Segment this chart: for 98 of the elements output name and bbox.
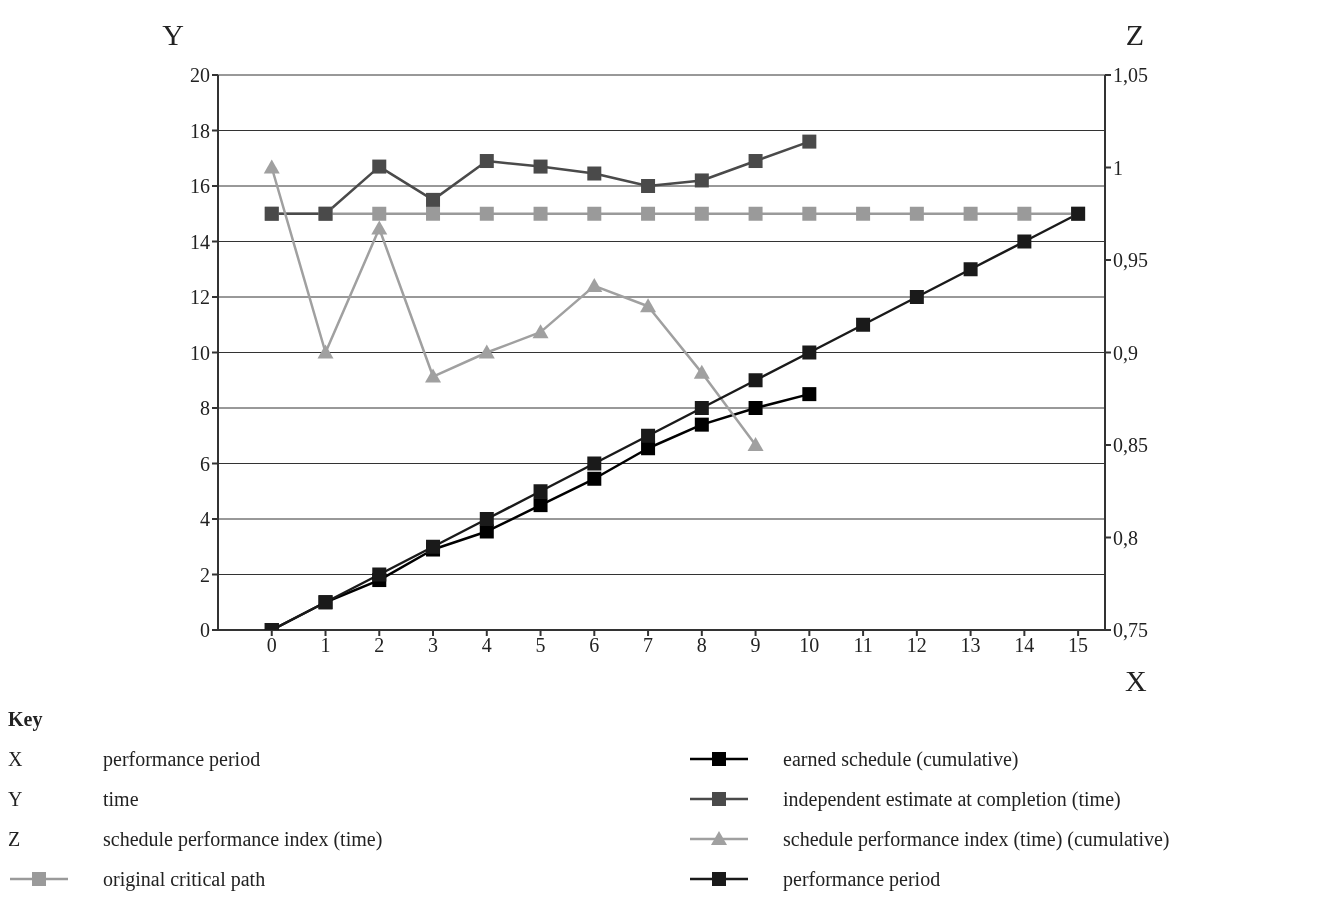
- point: [372, 206, 387, 221]
- y2-axis-title: Z: [1125, 18, 1145, 51]
- point: [263, 159, 280, 174]
- y2-tick-label: 0,95: [1113, 249, 1148, 272]
- point: [694, 206, 709, 221]
- y2-tick-label: 0,9: [1113, 341, 1138, 364]
- point: [963, 262, 978, 277]
- x-axis-title: X: [1125, 663, 1147, 697]
- y2-tick-label: 1: [1113, 156, 1123, 179]
- y-tick-label: 18: [190, 119, 210, 142]
- point: [533, 159, 548, 174]
- point: [802, 134, 817, 149]
- x-tick-label: 14: [1014, 634, 1035, 657]
- point: [426, 192, 441, 207]
- legend-label: schedule performance index (time) (cumulative): [783, 827, 1170, 851]
- point: [1017, 206, 1032, 221]
- text: time: [103, 787, 139, 811]
- text: Z: [8, 827, 21, 850]
- y-tick-label: 16: [190, 175, 210, 198]
- point: [909, 206, 924, 221]
- point: [641, 206, 656, 221]
- y-tick-label: 12: [190, 286, 210, 309]
- y2-tick-label: 0,85: [1113, 434, 1148, 457]
- point: [425, 368, 442, 383]
- point: [694, 401, 709, 415]
- point: [856, 317, 871, 332]
- point: [963, 206, 978, 221]
- y-tick-label: 10: [190, 341, 210, 364]
- point: [802, 345, 817, 360]
- point: [371, 220, 388, 235]
- point: [533, 498, 548, 513]
- legend-label: performance period: [783, 867, 941, 891]
- legend-label: earned schedule (cumulative): [783, 747, 1019, 771]
- text: X: [8, 747, 23, 770]
- point: [909, 290, 924, 304]
- text: Y: [8, 787, 23, 810]
- point: [532, 324, 549, 339]
- legend-label: original critical path: [103, 867, 266, 891]
- point: [747, 437, 764, 451]
- x-tick-label: 9: [750, 634, 761, 657]
- point: [479, 206, 494, 221]
- x-tick-label: 10: [799, 634, 820, 657]
- point: [802, 206, 817, 221]
- point: [694, 173, 709, 188]
- point: [1017, 234, 1032, 249]
- x-tick-label: 12: [906, 634, 927, 657]
- point: [533, 484, 548, 499]
- y-tick-label: 4: [200, 508, 210, 531]
- point: [479, 154, 494, 169]
- point: [478, 344, 495, 359]
- y2-tick-label: 0,8: [1113, 526, 1138, 549]
- point: [586, 277, 603, 292]
- x-tick-label: 6: [589, 634, 600, 657]
- x-tick-label: 3: [428, 634, 439, 657]
- y-tick-label: 8: [200, 397, 210, 420]
- x-tick-label: 13: [960, 634, 981, 657]
- point: [748, 401, 763, 415]
- point: [748, 373, 763, 388]
- x-tick-label: 5: [535, 634, 546, 657]
- x-tick-label: 8: [696, 634, 707, 657]
- point: [640, 298, 657, 313]
- point: [587, 456, 602, 471]
- y-tick-label: 20: [190, 64, 210, 87]
- y-tick-label: 0: [200, 619, 210, 642]
- point: [641, 428, 656, 443]
- y-tick-label: 6: [200, 452, 210, 475]
- y-tick-label: 14: [190, 230, 210, 253]
- point: [587, 206, 602, 221]
- point: [479, 512, 494, 526]
- y-tick-label: 2: [200, 563, 210, 586]
- y-axis-title: Y: [162, 18, 184, 51]
- x-tick-label: 7: [643, 634, 654, 657]
- point: [641, 179, 656, 193]
- point: [317, 344, 334, 359]
- x-tick-label: 4: [481, 634, 492, 657]
- point: [587, 166, 602, 181]
- x-tick-label: 11: [853, 634, 873, 657]
- point: [533, 206, 548, 221]
- point: [693, 364, 710, 379]
- x-tick-label: 2: [374, 634, 385, 657]
- y2-tick-label: 0,75: [1113, 619, 1148, 642]
- x-tick-label: 15: [1068, 634, 1089, 657]
- x-tick-label: 1: [320, 634, 331, 657]
- point: [587, 471, 602, 486]
- point: [748, 154, 763, 169]
- legend-title: Key: [8, 708, 44, 731]
- point: [694, 417, 709, 432]
- point: [372, 159, 387, 174]
- point: [856, 206, 871, 221]
- point: [426, 206, 441, 221]
- text: schedule performance index (time): [103, 827, 383, 851]
- y2-tick-label: 1,05: [1113, 64, 1148, 87]
- point: [748, 206, 763, 221]
- point: [372, 567, 387, 582]
- x-tick-label: 0: [266, 634, 277, 657]
- point: [802, 387, 817, 402]
- legend-label: independent estimate at completion (time): [783, 787, 1121, 811]
- text: performance period: [103, 747, 261, 771]
